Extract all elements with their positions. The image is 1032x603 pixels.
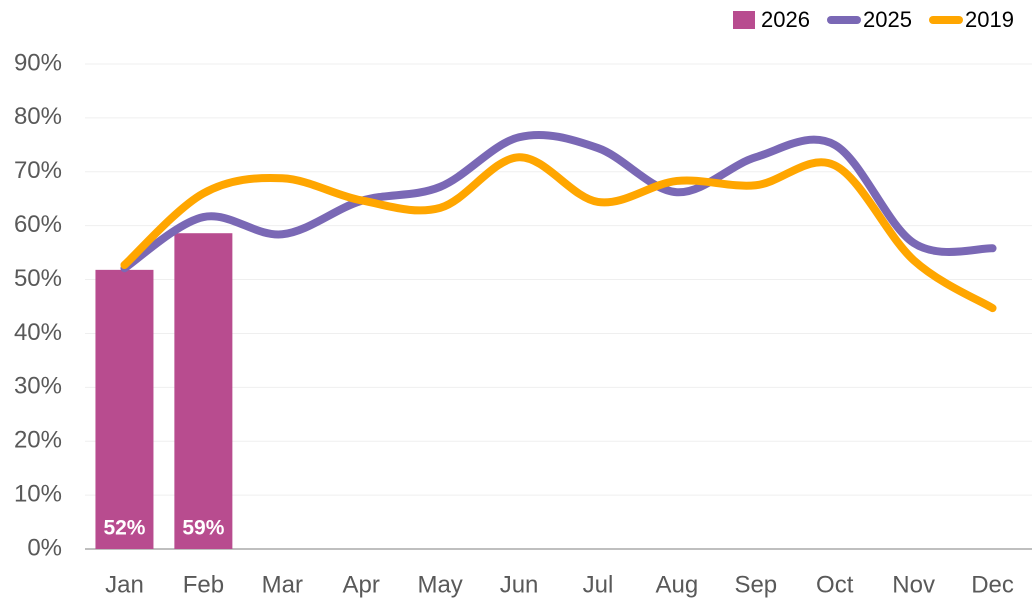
data-label: 52% bbox=[103, 517, 145, 540]
x-tick-label: Apr bbox=[343, 571, 380, 598]
y-tick-label: 40% bbox=[14, 319, 62, 346]
y-tick-label: 90% bbox=[14, 49, 62, 76]
x-tick-label: Aug bbox=[656, 571, 699, 598]
x-tick-label: Oct bbox=[816, 571, 854, 598]
x-tick-label: Dec bbox=[971, 571, 1014, 598]
line bbox=[120, 153, 997, 313]
y-tick-label: 10% bbox=[14, 480, 62, 507]
y-tick-label: 60% bbox=[14, 211, 62, 238]
data-label: 59% bbox=[182, 517, 224, 540]
x-tick-label: Feb bbox=[183, 571, 224, 598]
legend-swatch bbox=[733, 11, 755, 29]
x-tick-label: Sep bbox=[734, 571, 777, 598]
x-tick-label: Nov bbox=[892, 571, 935, 598]
y-tick-label: 30% bbox=[14, 373, 62, 400]
x-tick-label: Jul bbox=[583, 571, 614, 598]
x-tick-label: Jun bbox=[500, 571, 539, 598]
legend-label: 2019 bbox=[965, 7, 1014, 32]
x-tick-label: Mar bbox=[262, 571, 303, 598]
legend-label: 2025 bbox=[863, 7, 912, 32]
bar bbox=[174, 233, 233, 549]
line bbox=[120, 131, 997, 273]
y-tick-label: 70% bbox=[14, 157, 62, 184]
legend-label: 2026 bbox=[761, 7, 810, 32]
bar bbox=[95, 269, 154, 549]
y-tick-label: 20% bbox=[14, 427, 62, 454]
y-tick-label: 0% bbox=[27, 534, 62, 561]
x-tick-label: Jan bbox=[105, 571, 144, 598]
y-tick-label: 80% bbox=[14, 103, 62, 130]
y-tick-label: 50% bbox=[14, 265, 62, 292]
x-tick-label: May bbox=[417, 571, 462, 598]
